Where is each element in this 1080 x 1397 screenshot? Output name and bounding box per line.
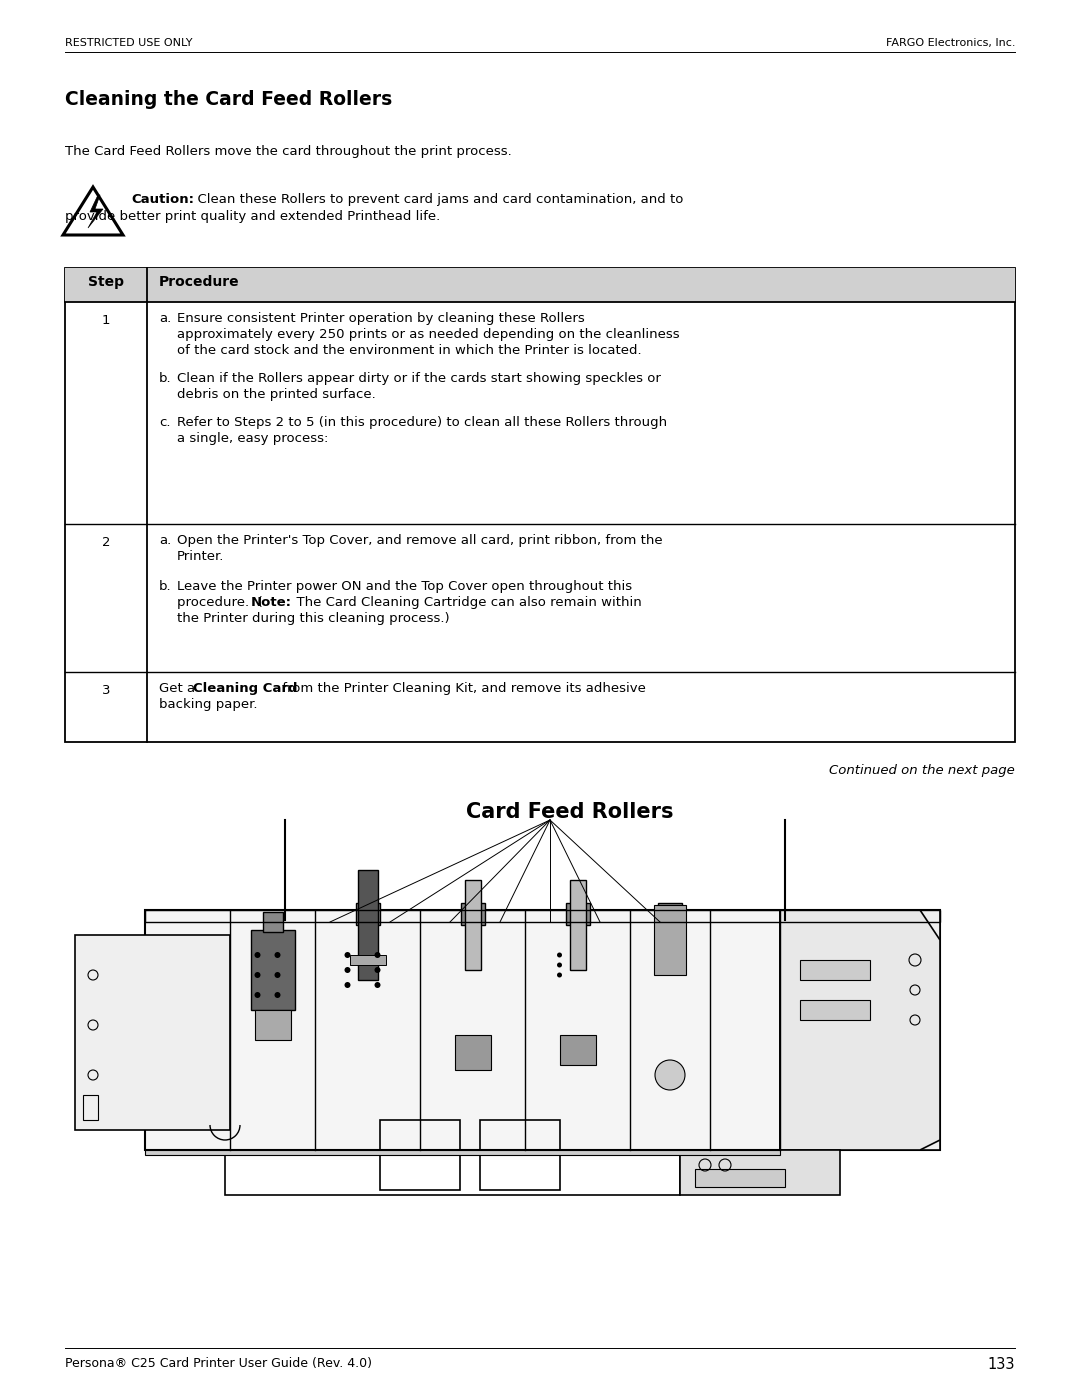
Text: 1: 1: [102, 314, 110, 327]
Bar: [145, 909, 940, 1150]
Bar: [83, 1095, 98, 1120]
Circle shape: [375, 982, 380, 988]
Bar: [145, 909, 940, 922]
Bar: [262, 912, 283, 932]
Bar: [251, 930, 295, 1010]
Text: Get a: Get a: [159, 682, 200, 694]
Text: Card Feed Rollers: Card Feed Rollers: [467, 802, 674, 821]
Bar: [355, 902, 379, 925]
Text: The Card Cleaning Cartridge can also remain within: The Card Cleaning Cartridge can also rem…: [288, 597, 642, 609]
Bar: [800, 960, 870, 981]
Bar: [464, 880, 481, 970]
Text: debris on the printed surface.: debris on the printed surface.: [177, 388, 376, 401]
Text: backing paper.: backing paper.: [159, 698, 257, 711]
Bar: [654, 905, 686, 975]
Bar: [569, 880, 585, 970]
Text: The Card Feed Rollers move the card throughout the print process.: The Card Feed Rollers move the card thro…: [65, 145, 512, 158]
Bar: [480, 1120, 561, 1190]
Text: of the card stock and the environment in which the Printer is located.: of the card stock and the environment in…: [177, 344, 642, 358]
Text: 2: 2: [102, 536, 110, 549]
Circle shape: [274, 992, 281, 997]
Bar: [566, 902, 590, 925]
Bar: [380, 1120, 460, 1190]
Bar: [65, 268, 1015, 742]
Bar: [455, 1035, 490, 1070]
Text: a.: a.: [159, 312, 172, 326]
Circle shape: [274, 972, 281, 978]
Text: Clean if the Rollers appear dirty or if the cards start showing speckles or: Clean if the Rollers appear dirty or if …: [177, 372, 661, 386]
Bar: [255, 1010, 291, 1039]
Text: from the Printer Cleaning Kit, and remove its adhesive: from the Printer Cleaning Kit, and remov…: [278, 682, 646, 694]
Text: 3: 3: [102, 685, 110, 697]
Text: a.: a.: [159, 534, 172, 548]
Text: c.: c.: [159, 416, 171, 429]
Text: Note:: Note:: [251, 597, 292, 609]
Text: Cleaning Card: Cleaning Card: [193, 682, 297, 694]
Bar: [145, 1150, 780, 1155]
Bar: [350, 956, 386, 965]
Bar: [658, 902, 681, 925]
Text: provide better print quality and extended Printhead life.: provide better print quality and extende…: [65, 210, 441, 224]
Bar: [559, 1035, 595, 1065]
Circle shape: [345, 967, 351, 972]
Text: Open the Printer's Top Cover, and remove all card, print ribbon, from the: Open the Printer's Top Cover, and remove…: [177, 534, 663, 548]
Text: Refer to Steps 2 to 5 (in this procedure) to clean all these Rollers through: Refer to Steps 2 to 5 (in this procedure…: [177, 416, 667, 429]
Text: Persona® C25 Card Printer User Guide (Rev. 4.0): Persona® C25 Card Printer User Guide (Re…: [65, 1356, 372, 1370]
Text: procedure.  (: procedure. (: [177, 597, 262, 609]
Text: Continued on the next page: Continued on the next page: [829, 764, 1015, 777]
Circle shape: [375, 967, 380, 972]
Bar: [696, 1169, 785, 1187]
Text: Printer.: Printer.: [177, 550, 225, 563]
Text: Clean these Rollers to prevent card jams and card contamination, and to: Clean these Rollers to prevent card jams…: [189, 193, 684, 205]
Circle shape: [654, 1060, 685, 1090]
Text: Step: Step: [87, 275, 124, 289]
Circle shape: [274, 951, 281, 958]
Bar: [780, 909, 940, 1150]
Text: approximately every 250 prints or as needed depending on the cleanliness: approximately every 250 prints or as nee…: [177, 328, 679, 341]
Bar: [800, 1000, 870, 1020]
Circle shape: [255, 992, 260, 997]
Circle shape: [345, 951, 351, 958]
Text: 133: 133: [987, 1356, 1015, 1372]
Circle shape: [375, 951, 380, 958]
Circle shape: [557, 963, 562, 968]
Bar: [65, 268, 1015, 302]
Text: Caution:: Caution:: [131, 193, 194, 205]
Bar: [460, 902, 485, 925]
Text: b.: b.: [159, 580, 172, 592]
Text: Procedure: Procedure: [159, 275, 240, 289]
Bar: [357, 870, 378, 981]
Text: Cleaning the Card Feed Rollers: Cleaning the Card Feed Rollers: [65, 89, 392, 109]
Text: FARGO Electronics, Inc.: FARGO Electronics, Inc.: [886, 38, 1015, 47]
Polygon shape: [780, 909, 940, 1150]
Circle shape: [557, 972, 562, 978]
Polygon shape: [87, 196, 103, 228]
Circle shape: [255, 951, 260, 958]
Text: Leave the Printer power ON and the Top Cover open throughout this: Leave the Printer power ON and the Top C…: [177, 580, 632, 592]
Bar: [75, 935, 230, 1130]
Circle shape: [255, 972, 260, 978]
Text: RESTRICTED USE ONLY: RESTRICTED USE ONLY: [65, 38, 192, 47]
Text: b.: b.: [159, 372, 172, 386]
Text: Ensure consistent Printer operation by cleaning these Rollers: Ensure consistent Printer operation by c…: [177, 312, 584, 326]
Bar: [680, 1150, 840, 1194]
Circle shape: [345, 982, 351, 988]
Text: a single, easy process:: a single, easy process:: [177, 432, 328, 446]
Bar: [225, 1150, 680, 1194]
Circle shape: [557, 953, 562, 957]
Text: the Printer during this cleaning process.): the Printer during this cleaning process…: [177, 612, 449, 624]
